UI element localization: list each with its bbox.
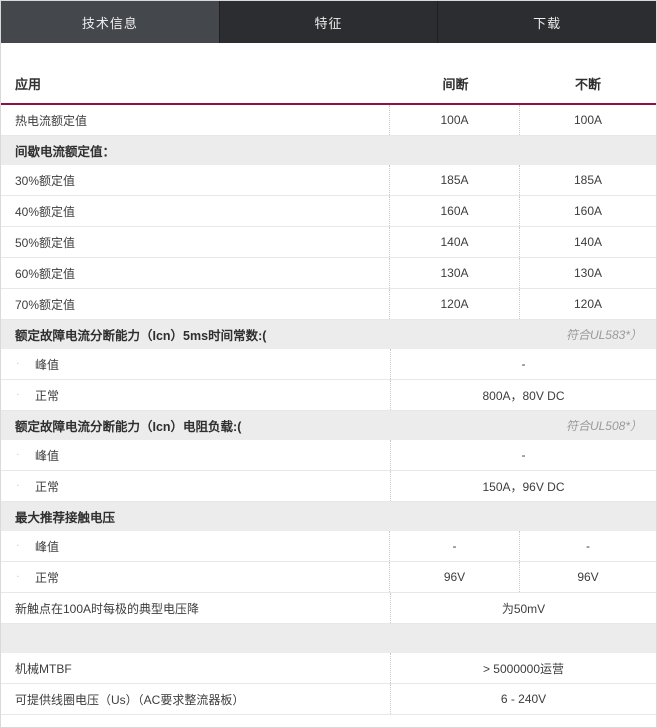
row-value-intermittent: - <box>389 531 519 561</box>
row-value-intermittent: 185A <box>389 165 519 195</box>
row-label: · 峰值 <box>1 531 389 561</box>
table-row: · 峰值 - - <box>1 531 656 562</box>
row-label-text: 30%额定值 <box>15 173 76 188</box>
row-bullet: · <box>16 448 20 461</box>
row-value-intermittent: 130A <box>389 258 519 288</box>
table-row: 热电流额定值 100A 100A <box>1 105 656 136</box>
table-row: 70%额定值 120A 120A <box>1 289 656 320</box>
tab-technical-info[interactable]: 技术信息 <box>1 1 219 43</box>
row-value-intermittent: 120A <box>389 289 519 319</box>
table-row: 30%额定值 185A 185A <box>1 165 656 196</box>
row-value-span: 6 - 240V <box>390 684 656 714</box>
row-label-text: 可提供线圈电压（Us）（AC要求整流器板） <box>15 692 245 707</box>
tab-bar: 技术信息 特征 下载 <box>1 1 656 43</box>
column-header-continuous: 不断 <box>574 76 601 92</box>
technical-info-content: 应用 间断 不断 热电流额定值 100A 100A 间歇电流额定值： 30%额定值 185… <box>1 43 656 715</box>
row-label-text: 峰值 <box>35 539 60 554</box>
table-row: · 正常 150A，96V DC <box>1 471 656 502</box>
row-value-continuous: - <box>519 531 656 561</box>
row-value-continuous: 185A <box>519 165 656 195</box>
table-row: 新触点在100A时每极的典型电压降 为50mV <box>1 593 656 624</box>
row-label: 70%额定值 <box>1 289 389 319</box>
row-value-continuous: 160A <box>519 196 656 226</box>
row-value-intermittent: 160A <box>389 196 519 226</box>
section-row: 最大推荐接触电压 <box>1 502 656 531</box>
row-label: 60%额定值 <box>1 258 389 288</box>
row-bullet: · <box>16 357 20 370</box>
row-bullet: · <box>16 570 20 583</box>
row-value-intermittent: 140A <box>389 227 519 257</box>
section-row: 额定故障电流分断能力（Icn）5ms时间常数:( 符合UL583*） <box>1 320 656 349</box>
row-label: 可提供线圈电压（Us）（AC要求整流器板） <box>1 684 390 714</box>
section-compliance-note: 符合UL508*） <box>565 419 642 433</box>
row-label-text: 40%额定值 <box>15 204 76 219</box>
row-label: 30%额定值 <box>1 165 389 195</box>
section-label: 额定故障电流分断能力（Icn）电阻负载:( <box>15 420 242 434</box>
row-label: 40%额定值 <box>1 196 389 226</box>
row-value-span: 800A，80V DC <box>390 380 656 410</box>
row-value-continuous: 100A <box>519 105 656 135</box>
row-label-text: 正常 <box>35 570 60 585</box>
table-row: · 峰值 - <box>1 349 656 380</box>
row-bullet: · <box>16 539 20 552</box>
section-label: 最大推荐接触电压 <box>15 511 116 525</box>
row-label-text: 峰值 <box>35 357 60 372</box>
row-label-text: 正常 <box>35 479 60 494</box>
row-value-intermittent: 96V <box>389 562 519 592</box>
section-label: 间歇电流额定值： <box>15 145 116 159</box>
row-value-span: 150A，96V DC <box>390 471 656 501</box>
table-row: 40%额定值 160A 160A <box>1 196 656 227</box>
row-value-continuous: 140A <box>519 227 656 257</box>
table-row: · 正常 800A，80V DC <box>1 380 656 411</box>
table-header-row: 应用 间断 不断 <box>1 63 656 105</box>
row-label-text: 机械MTBF <box>15 661 72 676</box>
section-row: 额定故障电流分断能力（Icn）电阻负载:( 符合UL508*） <box>1 411 656 440</box>
table-row: 可提供线圈电压（Us）（AC要求整流器板） 6 - 240V <box>1 684 656 715</box>
row-label-text: 热电流额定值 <box>15 113 88 128</box>
table-row: · 正常 96V 96V <box>1 562 656 593</box>
row-label-text: 新触点在100A时每极的典型电压降 <box>15 601 200 616</box>
spec-table: 热电流额定值 100A 100A 间歇电流额定值： 30%额定值 185A 185A 40%额… <box>1 105 656 715</box>
tab-downloads[interactable]: 下载 <box>437 1 656 43</box>
row-label-text: 正常 <box>35 388 60 403</box>
row-value-span: > 5000000运营 <box>390 653 656 683</box>
row-label-text: 60%额定值 <box>15 266 76 281</box>
table-row: 50%额定值 140A 140A <box>1 227 656 258</box>
row-value-span: 为50mV <box>390 593 656 623</box>
column-header-intermittent: 间断 <box>442 76 469 92</box>
row-label: · 峰值 <box>1 440 390 470</box>
row-value-continuous: 96V <box>519 562 656 592</box>
row-label: 50%额定值 <box>1 227 389 257</box>
row-label: · 正常 <box>1 562 389 592</box>
row-label-text: 70%额定值 <box>15 297 76 312</box>
row-value-continuous: 130A <box>519 258 656 288</box>
tab-features[interactable]: 特征 <box>218 1 438 43</box>
row-value-span: - <box>390 440 656 470</box>
row-label-text: 峰值 <box>35 448 60 463</box>
row-label: 机械MTBF <box>1 653 390 683</box>
section-row <box>1 624 656 653</box>
table-row: 60%额定值 130A 130A <box>1 258 656 289</box>
row-value-continuous: 120A <box>519 289 656 319</box>
section-compliance-note: 符合UL583*） <box>565 328 642 342</box>
section-row: 间歇电流额定值： <box>1 136 656 165</box>
row-value-intermittent: 100A <box>389 105 519 135</box>
table-row: · 峰值 - <box>1 440 656 471</box>
row-label: 热电流额定值 <box>1 105 389 135</box>
row-bullet: · <box>16 388 20 401</box>
column-header-application: 应用 <box>15 76 42 92</box>
table-row: 机械MTBF > 5000000运营 <box>1 653 656 684</box>
row-label: 新触点在100A时每极的典型电压降 <box>1 593 390 623</box>
row-bullet: · <box>16 479 20 492</box>
row-label-text: 50%额定值 <box>15 235 76 250</box>
row-value-span: - <box>390 349 656 379</box>
row-label: · 峰值 <box>1 349 390 379</box>
row-label: · 正常 <box>1 471 390 501</box>
row-label: · 正常 <box>1 380 390 410</box>
section-label: 额定故障电流分断能力（Icn）5ms时间常数:( <box>15 329 267 343</box>
